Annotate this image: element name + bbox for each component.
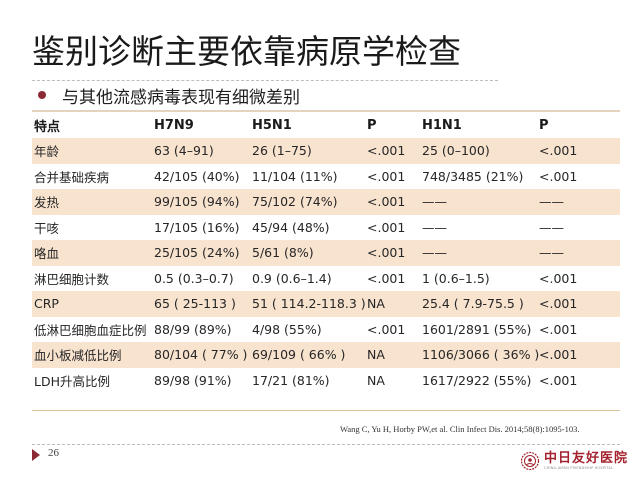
cell-feature: CRP	[32, 291, 152, 317]
cell-p-h5n1: NA	[365, 291, 420, 317]
cell-h1n1: ——	[420, 240, 537, 266]
cell-feature: 咯血	[32, 240, 152, 266]
header-p-h1n1: P	[537, 112, 620, 138]
cell-p-h1n1: <.001	[537, 342, 620, 368]
cell-p-h1n1: ——	[537, 214, 620, 240]
table-row: 淋巴细胞计数 0.5 (0.3–0.7) 0.9 (0.6–1.4) <.001…	[32, 265, 620, 291]
cell-h1n1: 25.4 ( 7.9-75.5 )	[420, 291, 537, 317]
cell-h5n1: 4/98 (55%)	[250, 316, 365, 342]
header-h7n9: H7N9	[152, 112, 250, 138]
cell-feature: 合并基础疾病	[32, 163, 152, 189]
cell-p-h5n1: NA	[365, 367, 420, 393]
cell-p-h1n1: <.001	[537, 138, 620, 164]
hospital-logo: 中日友好医院 CHINA-JAPAN FRIENDSHIP HOSPITAL	[520, 451, 628, 471]
logo-subtitle: CHINA-JAPAN FRIENDSHIP HOSPITAL	[544, 465, 614, 470]
cell-h7n9: 65 ( 25-113 )	[152, 291, 250, 317]
cell-h5n1: 51 ( 114.2-118.3 )	[250, 291, 366, 317]
cell-feature: 淋巴细胞计数	[32, 265, 152, 291]
cell-p-h1n1: ——	[537, 240, 620, 266]
bullet-dot-icon	[38, 91, 46, 99]
cell-h5n1: 17/21 (81%)	[250, 367, 365, 393]
table-row: 合并基础疾病 42/105 (40%) 11/104 (11%) <.001 7…	[32, 163, 620, 189]
cell-h1n1: 1601/2891 (55%)	[420, 316, 537, 342]
header-h5n1: H5N1	[250, 112, 365, 138]
cell-p-h1n1: <.001	[537, 316, 620, 342]
cell-h5n1: 11/104 (11%)	[250, 163, 365, 189]
cell-feature: 年龄	[32, 138, 152, 164]
table-header-row: 特点 H7N9 H5N1 P H1N1 P	[32, 112, 620, 138]
header-h1n1: H1N1	[420, 112, 537, 138]
table-row: 干咳 17/105 (16%) 45/94 (48%) <.001 —— ——	[32, 214, 620, 240]
cell-h1n1: 1617/2922 (55%)	[420, 367, 537, 393]
table-row: 血小板减低比例 80/104 ( 77% ) 69/109 ( 66% ) NA…	[32, 342, 620, 368]
table-row: 年龄 63 (4–91) 26 (1–75) <.001 25 (0–100) …	[32, 138, 620, 164]
footer-divider	[32, 444, 620, 445]
hospital-emblem-icon	[520, 451, 540, 471]
header-feature: 特点	[32, 112, 152, 138]
cell-p-h1n1: <.001	[537, 291, 620, 317]
cell-p-h5n1: NA	[365, 342, 420, 368]
cell-feature: 血小板减低比例	[32, 342, 152, 368]
cell-h7n9: 42/105 (40%)	[152, 163, 250, 189]
cell-feature: 干咳	[32, 214, 152, 240]
cell-h1n1: 748/3485 (21%)	[420, 163, 537, 189]
header-p-h5n1: P	[365, 112, 420, 138]
table-bottom-rule	[32, 410, 620, 411]
cell-p-h1n1: <.001	[537, 367, 620, 393]
cell-h5n1: 75/102 (74%)	[250, 189, 365, 215]
cell-h7n9: 80/104 ( 77% )	[152, 342, 250, 368]
cell-h7n9: 99/105 (94%)	[152, 189, 250, 215]
cell-feature: 低淋巴细胞血症比例	[32, 316, 152, 342]
table-row: CRP 65 ( 25-113 ) 51 ( 114.2-118.3 ) NA …	[32, 291, 620, 317]
cell-h5n1: 0.9 (0.6–1.4)	[250, 265, 365, 291]
cell-h7n9: 88/99 (89%)	[152, 316, 250, 342]
title-divider	[32, 80, 498, 81]
cell-p-h5n1: <.001	[365, 316, 420, 342]
cell-h1n1: ——	[420, 214, 537, 240]
cell-p-h1n1: <.001	[537, 163, 620, 189]
cell-h7n9: 25/105 (24%)	[152, 240, 250, 266]
slide-title: 鉴别诊断主要依靠病原学检查	[32, 32, 461, 71]
cell-h5n1: 69/109 ( 66% )	[250, 342, 365, 368]
table-row: 发热 99/105 (94%) 75/102 (74%) <.001 —— ——	[32, 189, 620, 215]
cell-h5n1: 26 (1–75)	[250, 138, 365, 164]
cell-h1n1: 1 (0.6–1.5)	[420, 265, 537, 291]
cell-h5n1: 45/94 (48%)	[250, 214, 365, 240]
page-marker-triangle-icon	[32, 449, 40, 461]
cell-h7n9: 63 (4–91)	[152, 138, 250, 164]
cell-h1n1: 25 (0–100)	[420, 138, 537, 164]
cell-p-h5n1: <.001	[365, 163, 420, 189]
cell-p-h5n1: <.001	[365, 240, 420, 266]
comparison-table: 特点 H7N9 H5N1 P H1N1 P 年龄 63 (4–91) 26 (1…	[32, 110, 620, 393]
cell-p-h5n1: <.001	[365, 214, 420, 240]
table-row: 低淋巴细胞血症比例 88/99 (89%) 4/98 (55%) <.001 1…	[32, 316, 620, 342]
cell-p-h1n1: <.001	[537, 265, 620, 291]
cell-p-h5n1: <.001	[365, 265, 420, 291]
cell-p-h1n1: ——	[537, 189, 620, 215]
cell-h5n1: 5/61 (8%)	[250, 240, 365, 266]
cell-h7n9: 89/98 (91%)	[152, 367, 250, 393]
table-row: LDH升高比例 89/98 (91%) 17/21 (81%) NA 1617/…	[32, 367, 620, 393]
cell-h7n9: 17/105 (16%)	[152, 214, 250, 240]
bullet-point: 与其他流感病毒表现有细微差别	[36, 84, 300, 108]
cell-feature: LDH升高比例	[32, 367, 152, 393]
cell-p-h5n1: <.001	[365, 189, 420, 215]
page-number: 26	[48, 447, 59, 459]
cell-h1n1: ——	[420, 189, 537, 215]
citation: Wang C, Yu H, Horby PW,et al. Clin Infec…	[340, 424, 580, 434]
logo-name: 中日友好医院	[544, 450, 629, 466]
table-row: 咯血 25/105 (24%) 5/61 (8%) <.001 —— ——	[32, 240, 620, 266]
cell-p-h5n1: <.001	[365, 138, 420, 164]
cell-h1n1: 1106/3066 ( 36% )	[420, 342, 539, 368]
bullet-text: 与其他流感病毒表现有细微差别	[62, 87, 300, 108]
cell-h7n9: 0.5 (0.3–0.7)	[152, 265, 250, 291]
cell-feature: 发热	[32, 189, 152, 215]
